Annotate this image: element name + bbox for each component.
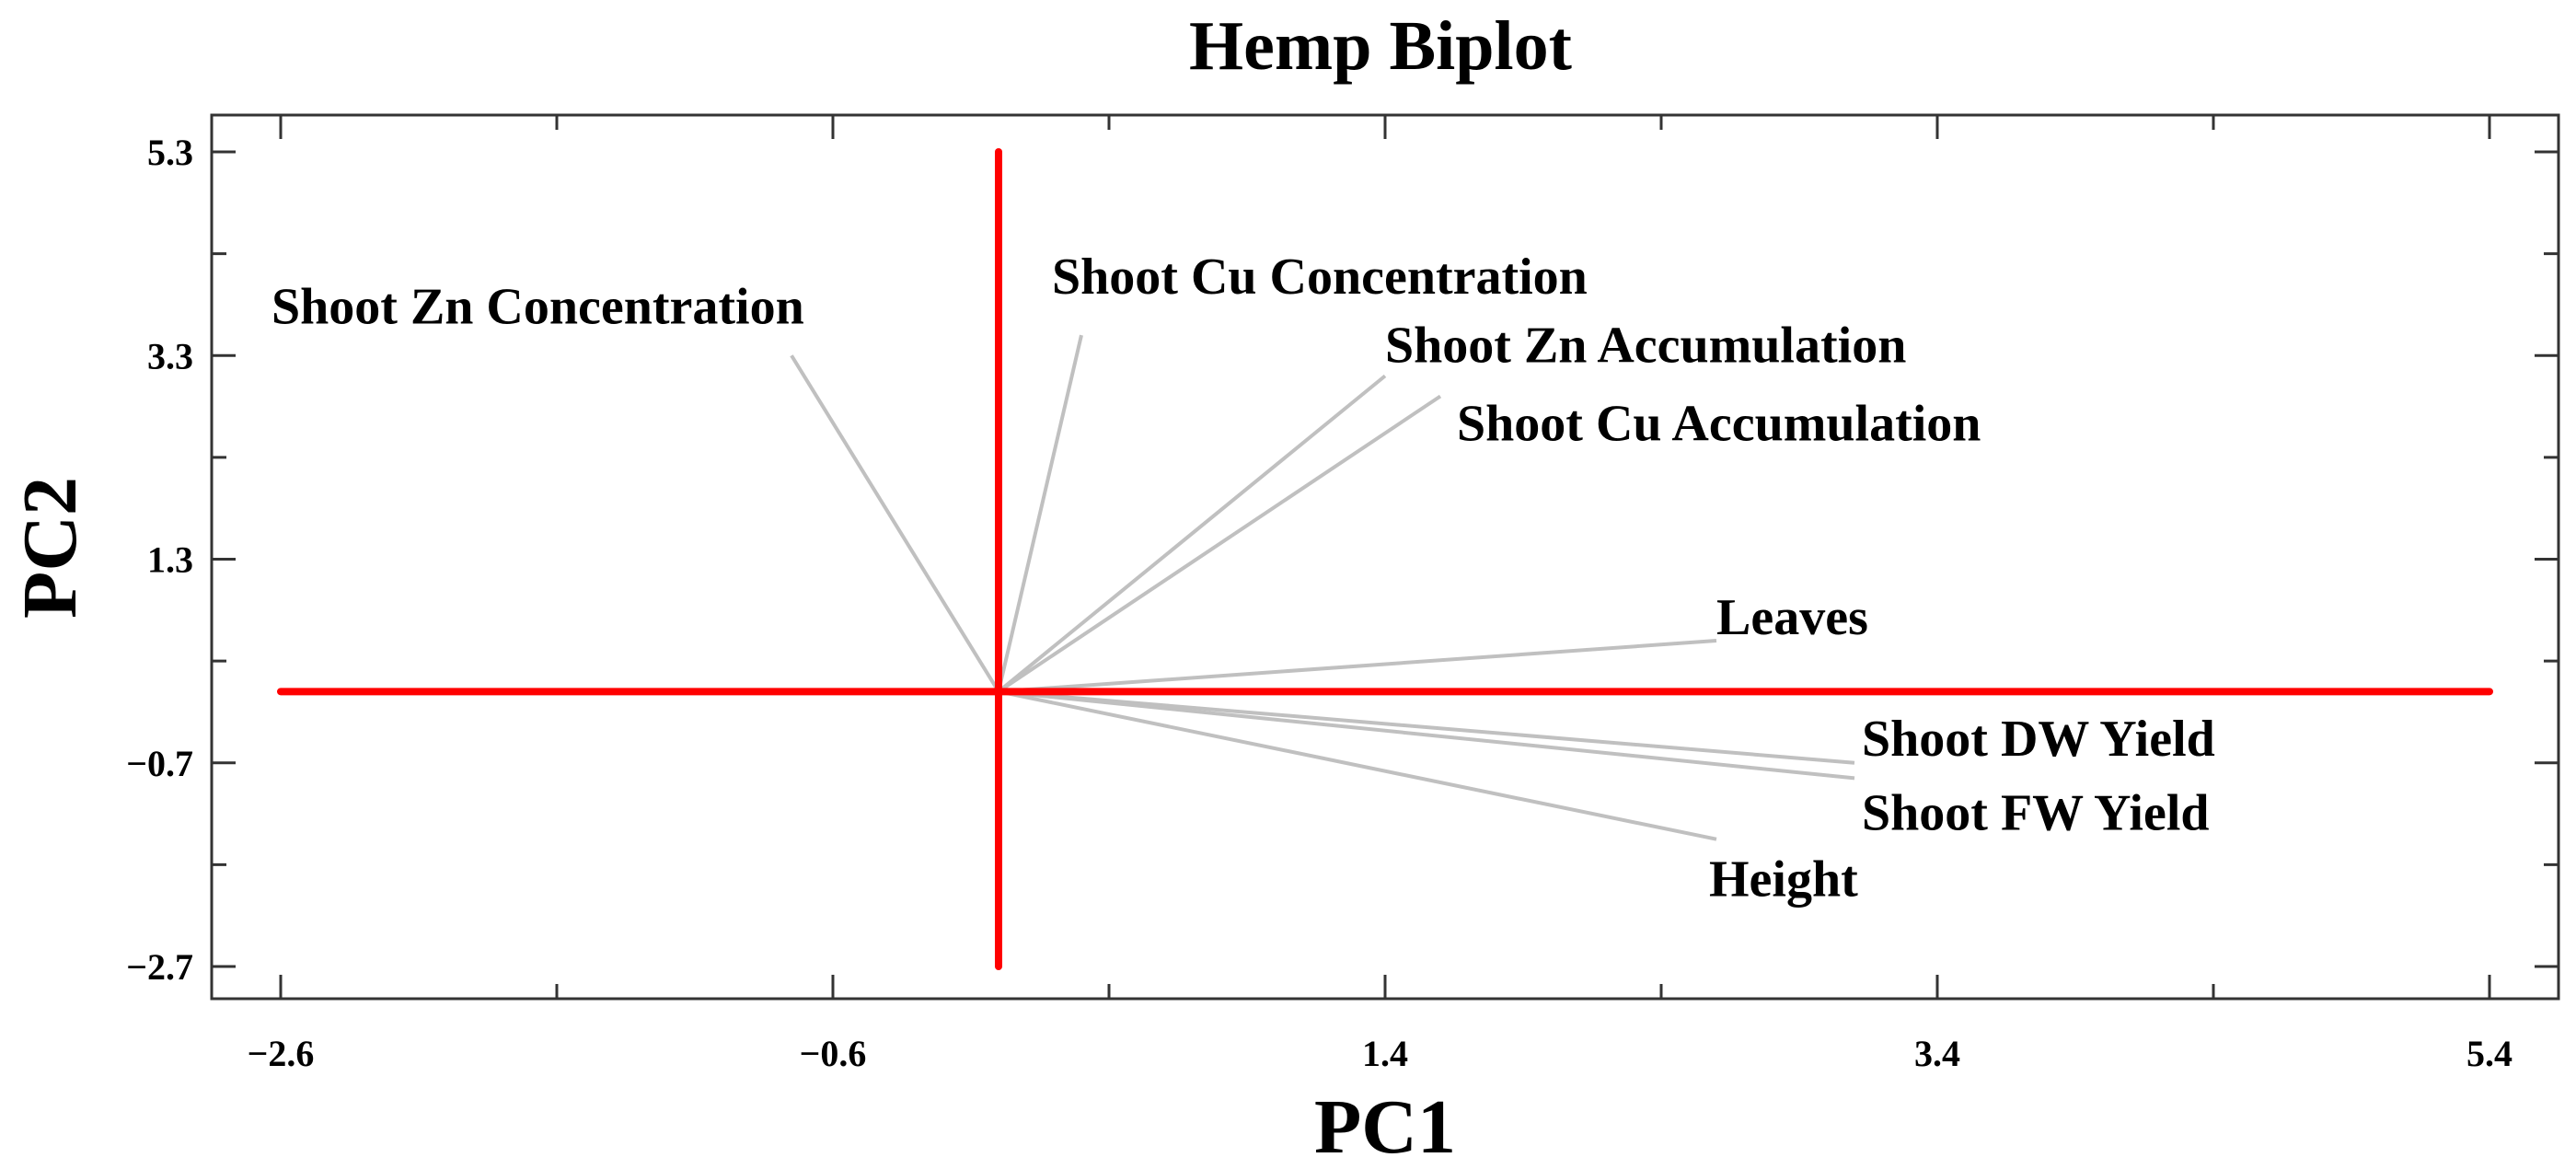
loading-vector <box>998 689 1855 781</box>
vector-label: Shoot DW Yield <box>1862 711 2215 768</box>
vector-label: Shoot Cu Accumulation <box>1457 396 1981 453</box>
y-tick-label: −2.7 <box>126 946 193 988</box>
chart-title: Hemp Biplot <box>1189 7 1572 85</box>
x-axis-label: PC1 <box>1314 1084 1456 1169</box>
loading-vector <box>998 639 1717 694</box>
vector-label: Shoot Zn Accumulation <box>1385 317 1906 374</box>
vector-label: Shoot Cu Concentration <box>1052 249 1588 306</box>
loading-vector <box>790 354 1000 693</box>
y-tick-label: 3.3 <box>147 335 193 376</box>
loading-vectors <box>790 334 1855 841</box>
x-tick-labels: −2.6 −0.6 1.4 3.4 5.4 <box>248 1033 2512 1074</box>
vector-label: Height <box>1709 851 1858 909</box>
x-tick-label: −0.6 <box>800 1033 867 1074</box>
y-tick-label: −0.7 <box>126 743 193 784</box>
x-tick-label: 3.4 <box>1914 1033 1960 1074</box>
vector-label: Leaves <box>1716 589 1868 646</box>
x-tick-label: −2.6 <box>248 1033 315 1074</box>
vector-label: Shoot FW Yield <box>1862 784 2210 841</box>
x-tick-label: 1.4 <box>1362 1033 1408 1074</box>
y-tick-label: 1.3 <box>147 539 193 581</box>
y-axis-label: PC2 <box>7 477 93 619</box>
vector-label: Shoot Zn Concentration <box>271 278 804 335</box>
y-tick-label: 5.3 <box>147 132 193 173</box>
loading-vector <box>998 689 1717 841</box>
tick-marks <box>212 115 2559 999</box>
x-tick-label: 5.4 <box>2466 1033 2512 1074</box>
y-tick-labels: −2.7 −0.7 1.3 3.3 5.3 <box>126 132 193 988</box>
loading-vector <box>998 689 1855 765</box>
plot-frame <box>210 113 2560 1001</box>
loading-vector <box>997 374 1387 693</box>
vector-labels: Shoot Zn Concentration Shoot Cu Concentra… <box>271 249 2215 909</box>
loading-vector <box>997 394 1442 693</box>
loading-vector <box>997 334 1083 692</box>
